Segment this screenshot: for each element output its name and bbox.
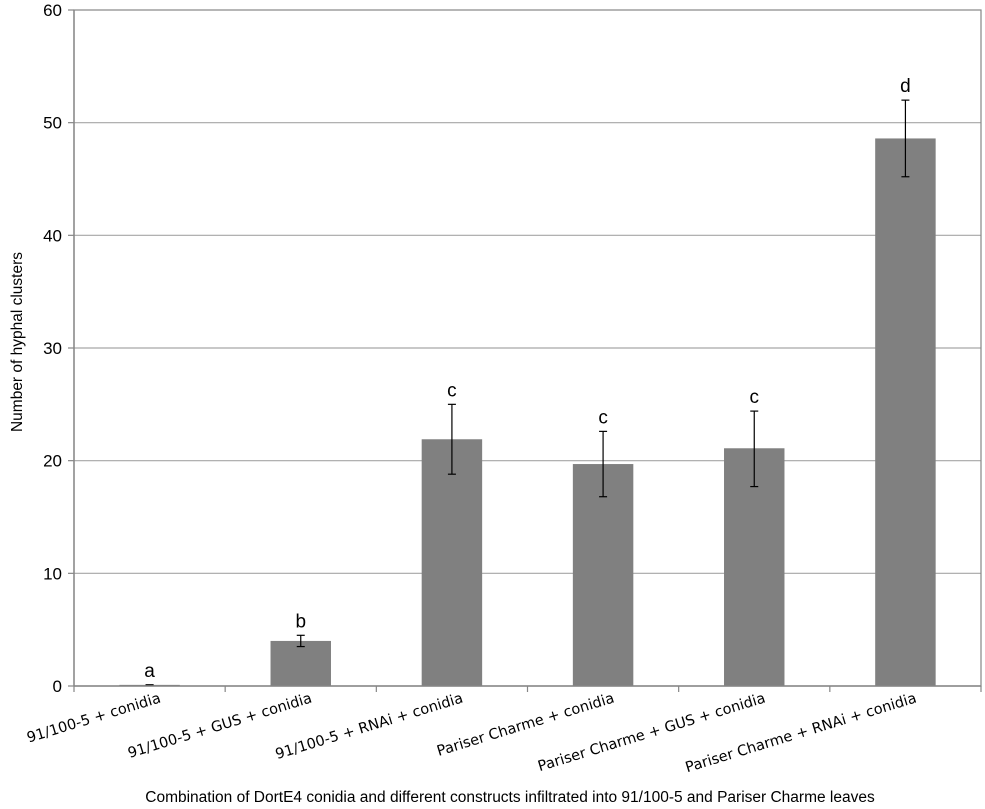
- axes: [68, 9, 982, 692]
- y-tick-label: 10: [43, 564, 62, 583]
- bars: [119, 138, 936, 686]
- y-tick-label: 40: [43, 226, 62, 245]
- significance-label: a: [144, 661, 155, 682]
- gridlines: [74, 122, 981, 574]
- y-tick-label: 0: [53, 677, 62, 696]
- significance-label: d: [900, 76, 911, 97]
- bar: [572, 464, 634, 686]
- x-axis-title: Combination of DortE4 conidia and differ…: [145, 789, 875, 806]
- y-tick-label: 60: [43, 1, 62, 20]
- significance-label: c: [447, 380, 457, 401]
- bar: [421, 439, 483, 686]
- error-bars: [145, 99, 910, 686]
- y-axis-title: Number of hyphal clusters: [9, 252, 26, 432]
- bar: [270, 640, 331, 686]
- y-tick-label: 30: [43, 339, 62, 358]
- significance-label: b: [295, 611, 306, 632]
- bar: [875, 138, 936, 686]
- y-tick-label: 20: [43, 452, 62, 471]
- x-tick-label: 91/100-5 + conidia: [25, 691, 163, 747]
- significance-label: c: [598, 407, 608, 428]
- significance-label: c: [750, 387, 760, 408]
- y-tick-label: 50: [43, 114, 62, 133]
- bar: [724, 448, 785, 686]
- y-tick-labels: 0 10 20 30 40 50 60: [43, 1, 62, 696]
- significance-labels: a b c c c d: [144, 76, 910, 682]
